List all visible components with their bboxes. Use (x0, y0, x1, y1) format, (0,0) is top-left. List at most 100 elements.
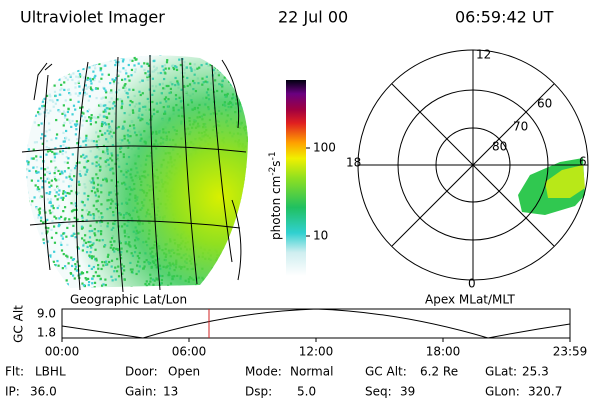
speckle (82, 53, 84, 55)
speckle (50, 66, 53, 69)
speckle (234, 256, 237, 259)
speckle (32, 257, 35, 260)
speckle (247, 228, 249, 231)
speckle (53, 284, 56, 287)
speckle (47, 274, 50, 277)
speckle (205, 288, 207, 290)
speckle (43, 262, 46, 265)
speckle (32, 247, 35, 251)
speckle (234, 258, 238, 261)
info-value: 6.2 Re (420, 365, 458, 379)
speckle (200, 286, 203, 288)
mlt-label: 18 (346, 156, 361, 170)
info-label: Flt: (5, 365, 24, 379)
speckle (215, 268, 218, 271)
speckle (33, 283, 36, 286)
speckle (27, 117, 31, 120)
speckle (242, 264, 245, 267)
speckle (30, 99, 33, 102)
speckle (56, 286, 59, 288)
speckle (36, 91, 39, 94)
speckle (30, 55, 33, 57)
speckle (209, 281, 213, 285)
speckle (235, 253, 239, 256)
speckle (114, 55, 117, 56)
speckle (59, 288, 61, 290)
speckle (245, 239, 248, 242)
lat-label: 70 (513, 120, 528, 134)
speckle (39, 251, 42, 254)
panel-title: Apex MLat/MLT (425, 293, 515, 307)
speckle (244, 244, 248, 248)
speckle (22, 191, 24, 193)
speckle (66, 288, 68, 290)
speckle (63, 52, 65, 54)
speckle (236, 264, 239, 267)
speckle (83, 55, 86, 57)
speckle (35, 91, 38, 95)
speckle (220, 289, 222, 291)
speckle (241, 247, 244, 250)
speckle (215, 270, 218, 273)
speckle (250, 131, 252, 133)
speckle (40, 275, 43, 278)
speckle (234, 59, 237, 63)
speckle (102, 58, 105, 61)
speckle (26, 223, 29, 226)
lat-label: 60 (537, 97, 552, 111)
speckle (31, 105, 34, 109)
speckle (25, 258, 27, 261)
speckle (237, 241, 240, 244)
speckle (111, 55, 115, 56)
speckle (202, 56, 206, 59)
speckle (234, 276, 237, 279)
speckle (91, 287, 94, 288)
speckle (35, 107, 38, 110)
speckle (95, 59, 98, 62)
speckle (139, 55, 142, 57)
speckle (237, 280, 241, 283)
speckle (243, 59, 246, 62)
speckle (25, 230, 27, 233)
speckle (32, 109, 35, 113)
speckle (240, 284, 243, 288)
speckle (42, 279, 45, 282)
speckle (247, 91, 249, 94)
speckle (63, 55, 67, 58)
speckle (241, 196, 244, 199)
speckle (89, 289, 91, 291)
speckle (26, 119, 29, 122)
speckle (29, 52, 31, 54)
speckle (237, 212, 240, 215)
speckle (231, 71, 234, 74)
speckle (242, 196, 245, 199)
speckle (44, 252, 47, 255)
speckle (26, 291, 28, 293)
speckle (37, 258, 41, 261)
speckle (242, 55, 245, 57)
lat-label: 80 (492, 140, 507, 154)
speckle (238, 84, 241, 87)
speckle (32, 267, 35, 270)
speckle (248, 65, 250, 67)
speckle (26, 245, 30, 248)
y-axis-label: GC Alt (12, 305, 26, 343)
speckle (31, 242, 34, 246)
speckle (46, 285, 49, 288)
speckle (42, 291, 44, 293)
speckle (50, 290, 52, 292)
speckle (248, 187, 250, 189)
speckle (231, 264, 235, 267)
speckle (65, 68, 69, 72)
speckle (247, 167, 249, 171)
speckle (242, 72, 245, 76)
speckle (223, 55, 226, 56)
speckle (193, 292, 195, 294)
speckle (26, 216, 29, 219)
speckle (234, 281, 237, 284)
speckle (62, 73, 65, 76)
speckle (56, 60, 59, 64)
speckle (244, 73, 248, 76)
speckle (93, 58, 96, 61)
speckle (54, 52, 56, 54)
